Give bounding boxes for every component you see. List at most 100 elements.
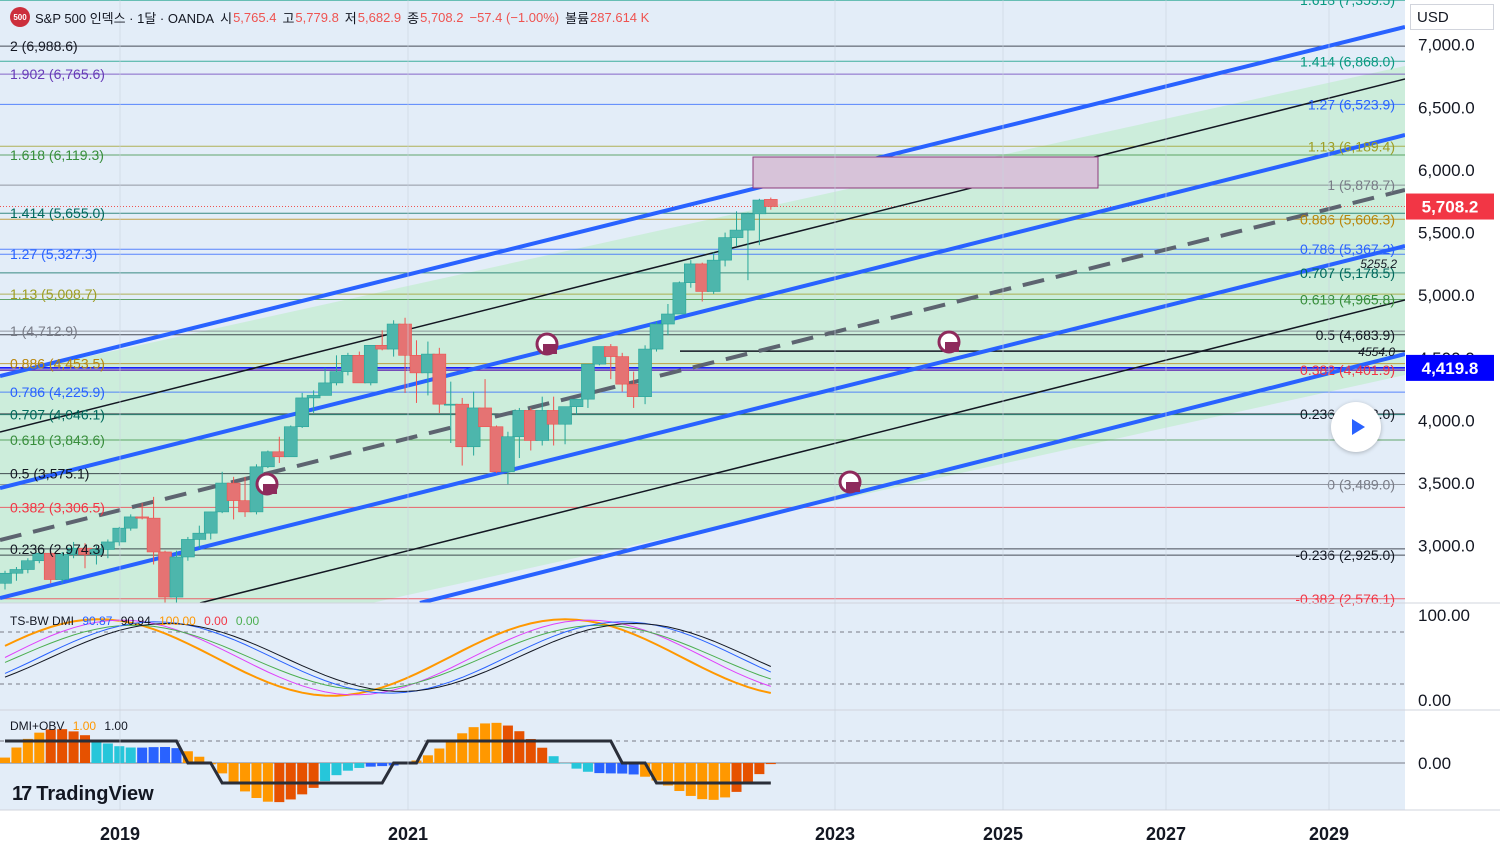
hand-pointer-icon [255,472,279,496]
price-axis-bg [1405,0,1500,810]
indicator2-legend[interactable]: DMI+OBV 1.00 1.00 [10,719,128,733]
candle-body [192,532,207,540]
candle-body [295,397,309,428]
candle-body [478,407,492,428]
candle-body [741,213,755,231]
fib-right-label: -0.236 (2,925.0) [1295,547,1395,563]
hand-pointer-icon [535,332,559,356]
symbol-title[interactable]: S&P 500 인덱스 · 1달 · OANDA [35,10,215,26]
candle-body [718,237,732,261]
candle-body [603,346,618,357]
low-label: 저 [344,10,357,26]
candle [706,252,721,294]
candle [764,197,778,210]
ind2-bar [754,763,765,775]
annotation-5255: 5255.2 [1360,257,1397,271]
ind2-bar [171,748,182,763]
candle-body [615,356,630,385]
ind2-bar [674,763,685,792]
candle-body [181,539,195,558]
candle-body [409,355,424,374]
ind2-bar [308,763,319,788]
ind2-bar [217,763,228,774]
change-value: −57.4 (−1.00%) [469,9,560,25]
candle-body [706,259,721,292]
candle-body [535,410,550,441]
candle [535,396,550,446]
time-tick-label: 2027 [1146,824,1186,844]
fib-right-label: 1.27 (6,523.9) [1308,96,1395,112]
fib-right-label: 0.382 (4,401.9) [1300,362,1395,378]
candle [489,425,504,474]
ind2-bar [34,732,45,763]
candle-body [89,549,104,555]
fib-right-label: 1.414 (6,868.0) [1300,53,1395,69]
candle [752,198,767,246]
candle-body [661,313,675,325]
indicator1-legend[interactable]: TS-BW DMI 90.87 90.94 100.00 0.00 0.00 [10,614,259,628]
hand-pointer-icon [937,330,961,354]
candle-body [318,382,332,396]
ind2-bar [45,729,56,763]
ind2-bar [445,740,456,763]
fib-left-label: 0.707 (4,046.1) [10,407,105,423]
candle [592,346,607,366]
median-dashed-line [0,188,1405,542]
candle-body [501,436,515,473]
hand-pointer-cuff [263,484,277,494]
indicator2-v2: 1.00 [104,719,128,733]
ind2-bar [605,763,616,774]
last-price-badge [1406,193,1494,220]
replay-play-button[interactable] [1331,402,1381,452]
candle [581,363,595,408]
candle [661,303,675,336]
ind2-bar [102,743,113,763]
ind2-bar [548,756,559,763]
target-box [752,156,1099,189]
candle-body [455,403,470,448]
fib-right-label: 0.618 (4,965.8) [1300,292,1395,308]
price-tick-label: 6,500.0 [1418,98,1475,117]
candle-body [203,511,218,534]
candle-body [443,403,458,406]
candle-body [386,323,401,350]
candle [649,321,664,352]
candle [123,514,138,531]
high-value: 5,779.8 [295,9,339,25]
open-value: 5,765.4 [233,9,277,25]
ind2-bar [377,763,388,767]
candle [478,379,492,428]
indicator1-v5: 0.00 [235,614,260,628]
candle [569,398,584,415]
candle-body [546,410,561,425]
ind2-bar [11,747,22,763]
indicator1-name: TS-BW DMI [10,614,74,628]
time-axis-bg [0,810,1500,853]
candle [283,425,298,458]
ind2-bar [525,738,536,763]
candle-body [729,229,744,238]
candle [306,390,321,413]
ind2-bar [148,747,159,763]
candle-body [432,353,447,405]
candle [729,211,744,247]
candle-body [123,516,138,529]
candle [695,262,710,302]
ind2-bar [720,763,731,798]
fib-right-label: 0.5 (4,683.9) [1316,327,1395,343]
symbol-logo: 500 [10,7,30,27]
fib-left-label: 0.5 (3,575.1) [10,466,89,482]
channel-top-line [0,25,1405,378]
channel-upper-mid-line [0,133,1405,490]
currency-selector[interactable]: USD [1410,4,1494,30]
candle-body [672,282,687,315]
ind2-bar [502,725,513,763]
candle-body [569,398,584,407]
candle [101,539,115,559]
open-label: 시 [220,10,233,26]
candle [158,550,172,603]
main-pane [0,0,1405,603]
ind2-bar [708,763,719,800]
cursor-price-text: 4,419.8 [1422,359,1479,378]
